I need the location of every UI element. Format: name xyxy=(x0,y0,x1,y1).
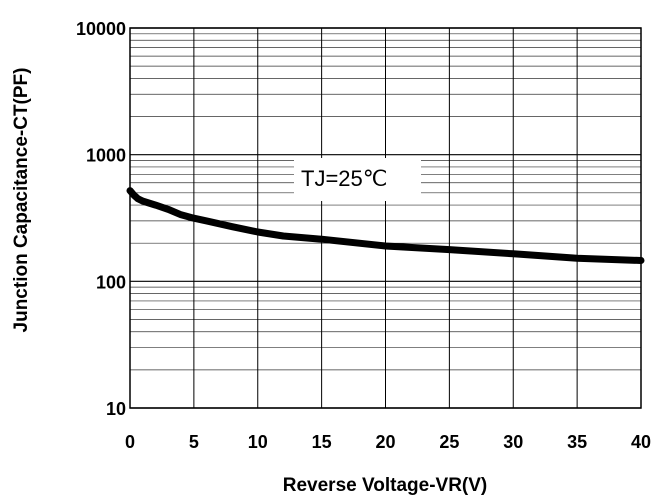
y-tick-label: 100 xyxy=(96,272,126,292)
annotation-box: TJ=25℃ xyxy=(294,158,421,201)
x-tick-labels: 0 5 10 15 20 25 30 35 40 xyxy=(125,432,651,452)
capacitance-curve xyxy=(126,187,645,264)
plot-frame xyxy=(129,27,642,409)
x-tick-label: 25 xyxy=(439,432,459,452)
x-tick-label: 30 xyxy=(503,432,523,452)
x-tick-label: 35 xyxy=(567,432,587,452)
y-axis-title: Junction Capacitance-CT(PF) xyxy=(11,68,32,333)
x-tick-label: 20 xyxy=(375,432,395,452)
x-tick-label: 10 xyxy=(248,432,268,452)
x-tick-label: 0 xyxy=(125,432,135,452)
annotation-label: TJ=25℃ xyxy=(301,166,387,191)
x-tick-label: 15 xyxy=(312,432,332,452)
series-layer xyxy=(126,187,645,264)
x-tick-label: 40 xyxy=(631,432,651,452)
x-axis-title: Reverse Voltage-VR(V) xyxy=(283,475,488,496)
y-tick-labels: 10 100 1000 10000 xyxy=(76,19,126,419)
x-tick-label: 5 xyxy=(189,432,199,452)
y-tick-label: 10000 xyxy=(76,19,126,39)
y-tick-label: 1000 xyxy=(86,146,126,166)
y-tick-label: 10 xyxy=(106,399,126,419)
